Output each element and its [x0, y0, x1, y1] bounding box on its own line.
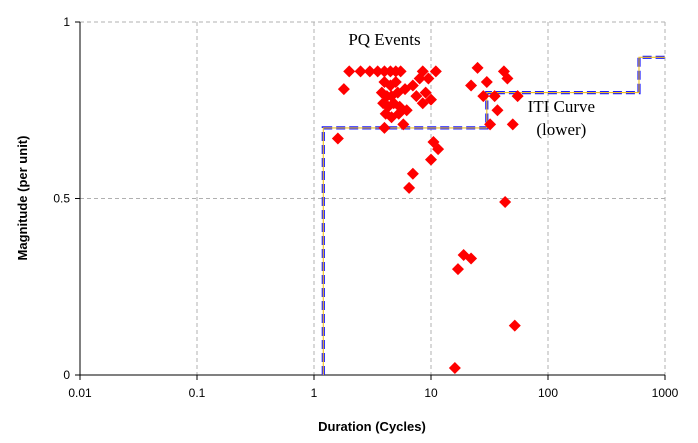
pq-event-point: [337, 83, 350, 96]
annotations: PQ Events ITI Curve (lower): [348, 30, 595, 139]
pq-event-point: [511, 90, 524, 103]
x-tick-label: 10: [424, 386, 438, 400]
axes: 0.01 0.1 1 10 100 1000 0 0.5 1: [53, 15, 678, 400]
y-tick-label: 1: [63, 15, 70, 29]
pq-event-point: [499, 196, 512, 209]
x-tick-label: 1000: [652, 386, 679, 400]
y-axis-title: Magnitude (per unit): [15, 136, 30, 261]
pq-event-point: [506, 118, 519, 131]
x-tick-label: 0.1: [189, 386, 206, 400]
pq-event-point: [488, 90, 501, 103]
pq-event-point: [331, 132, 344, 145]
pq-event-point: [400, 104, 413, 117]
pq-event-point: [416, 97, 429, 110]
pq-events-points: [331, 61, 524, 374]
pq-event-point: [422, 72, 435, 85]
iti-curve: [321, 55, 665, 375]
pq-event-point: [371, 65, 384, 78]
pq-event-point: [477, 90, 490, 103]
x-tick-label: 1: [311, 386, 318, 400]
pq-event-point: [508, 319, 521, 332]
pq-event-point: [403, 181, 416, 194]
pq-event-point: [394, 65, 407, 78]
pq-event-point: [429, 65, 442, 78]
pq-event-point: [465, 79, 478, 92]
y-tick-label: 0: [63, 368, 70, 382]
pq-event-point: [354, 65, 367, 78]
pq-event-point: [410, 90, 423, 103]
pq-event-point: [480, 76, 493, 89]
pq-event-point: [343, 65, 356, 78]
x-tick-label: 0.01: [68, 386, 92, 400]
pq-event-point: [457, 248, 470, 261]
chart-annotation: (lower): [536, 120, 586, 139]
chart-annotation: PQ Events: [348, 30, 420, 49]
pq-event-point: [363, 65, 376, 78]
chart-annotation: ITI Curve: [528, 97, 596, 116]
pq-event-point: [451, 263, 464, 276]
pq-event-point: [491, 104, 504, 117]
pq-event-point: [416, 65, 429, 78]
pq-event-point: [448, 361, 461, 374]
pq-event-point: [425, 153, 437, 166]
iti-curve-inner-line: [322, 56, 665, 375]
pq-event-point: [406, 79, 419, 92]
pq-event-point: [471, 61, 484, 74]
y-tick-label: 0.5: [53, 192, 70, 206]
pq-event-point: [397, 118, 410, 131]
pq-event-point: [465, 252, 478, 265]
pq-event-point: [406, 167, 419, 180]
pq-event-point: [378, 121, 391, 134]
pq-event-point: [432, 143, 445, 156]
pq-event-point: [484, 118, 497, 131]
pq-event-point: [501, 72, 514, 85]
x-tick-label: 100: [538, 386, 558, 400]
pq-event-point: [389, 76, 402, 89]
x-axis-title: Duration (Cycles): [318, 419, 426, 434]
pq-event-point: [419, 86, 432, 99]
